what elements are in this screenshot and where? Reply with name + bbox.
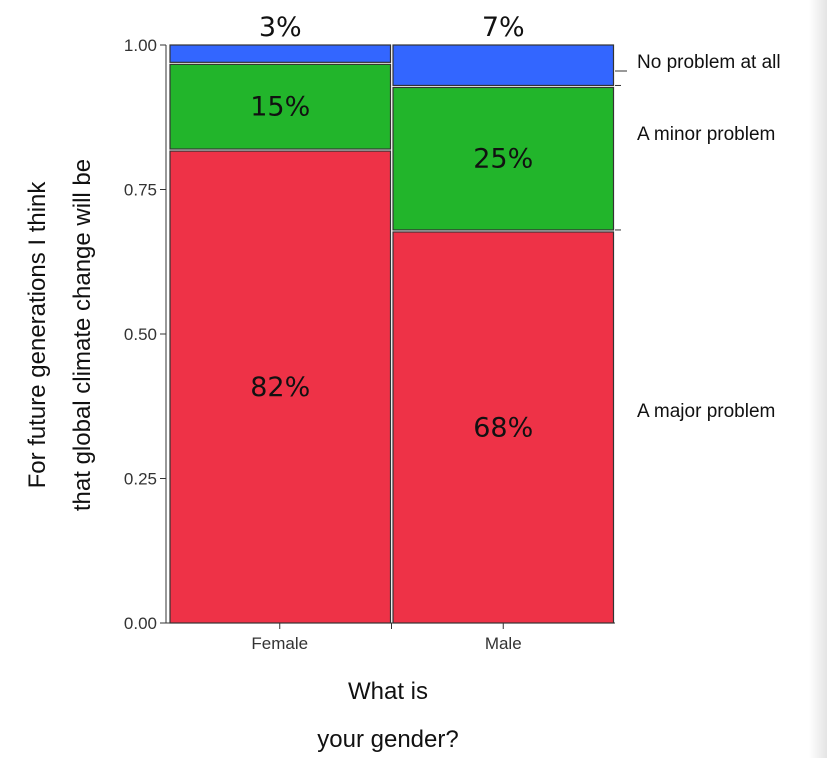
bar-female-a-minor-problem [169,63,392,150]
legend-label: A major problem [637,401,775,422]
y-axis-title-line: For future generations I think [24,181,51,489]
bar-male-a-major-problem [392,231,615,624]
data-label: 82% [250,372,310,403]
data-label: 15% [250,92,310,123]
y-tick-label: 0.50 [124,325,157,344]
bar-female-a-major-problem [169,150,392,624]
edge-shadow [809,0,827,758]
data-label: 25% [473,144,533,175]
x-axis-title-line: your gender? [317,726,458,753]
x-axis-title: What is your gender? [317,678,458,753]
data-label-top: 7% [482,12,525,43]
legend: A major problem A minor problem No problem… [615,52,781,422]
x-tick-label: Male [485,634,522,653]
plot-area: 82% 15% 3% 68% 25% 7% [169,12,615,624]
y-tick-label: 1.00 [124,36,157,55]
y-axis-title-line: that global climate change will be [69,159,96,511]
y-axis-title: For future generations I think that globa… [24,159,96,511]
bar-male-no-problem-at-all [392,44,615,87]
bar-male-a-minor-problem [392,86,615,231]
legend-label: A minor problem [637,124,775,145]
x-axis-title-line: What is [348,678,428,705]
bar-female-no-problem-at-all [169,44,392,63]
y-tick-label: 0.25 [124,470,157,489]
y-tick-label: 0.00 [124,614,157,633]
x-tick-label: Female [251,634,308,653]
data-label: 68% [473,412,533,443]
data-label-top: 3% [259,12,302,43]
legend-label: No problem at all [637,52,781,73]
y-tick-label: 0.75 [124,181,157,200]
